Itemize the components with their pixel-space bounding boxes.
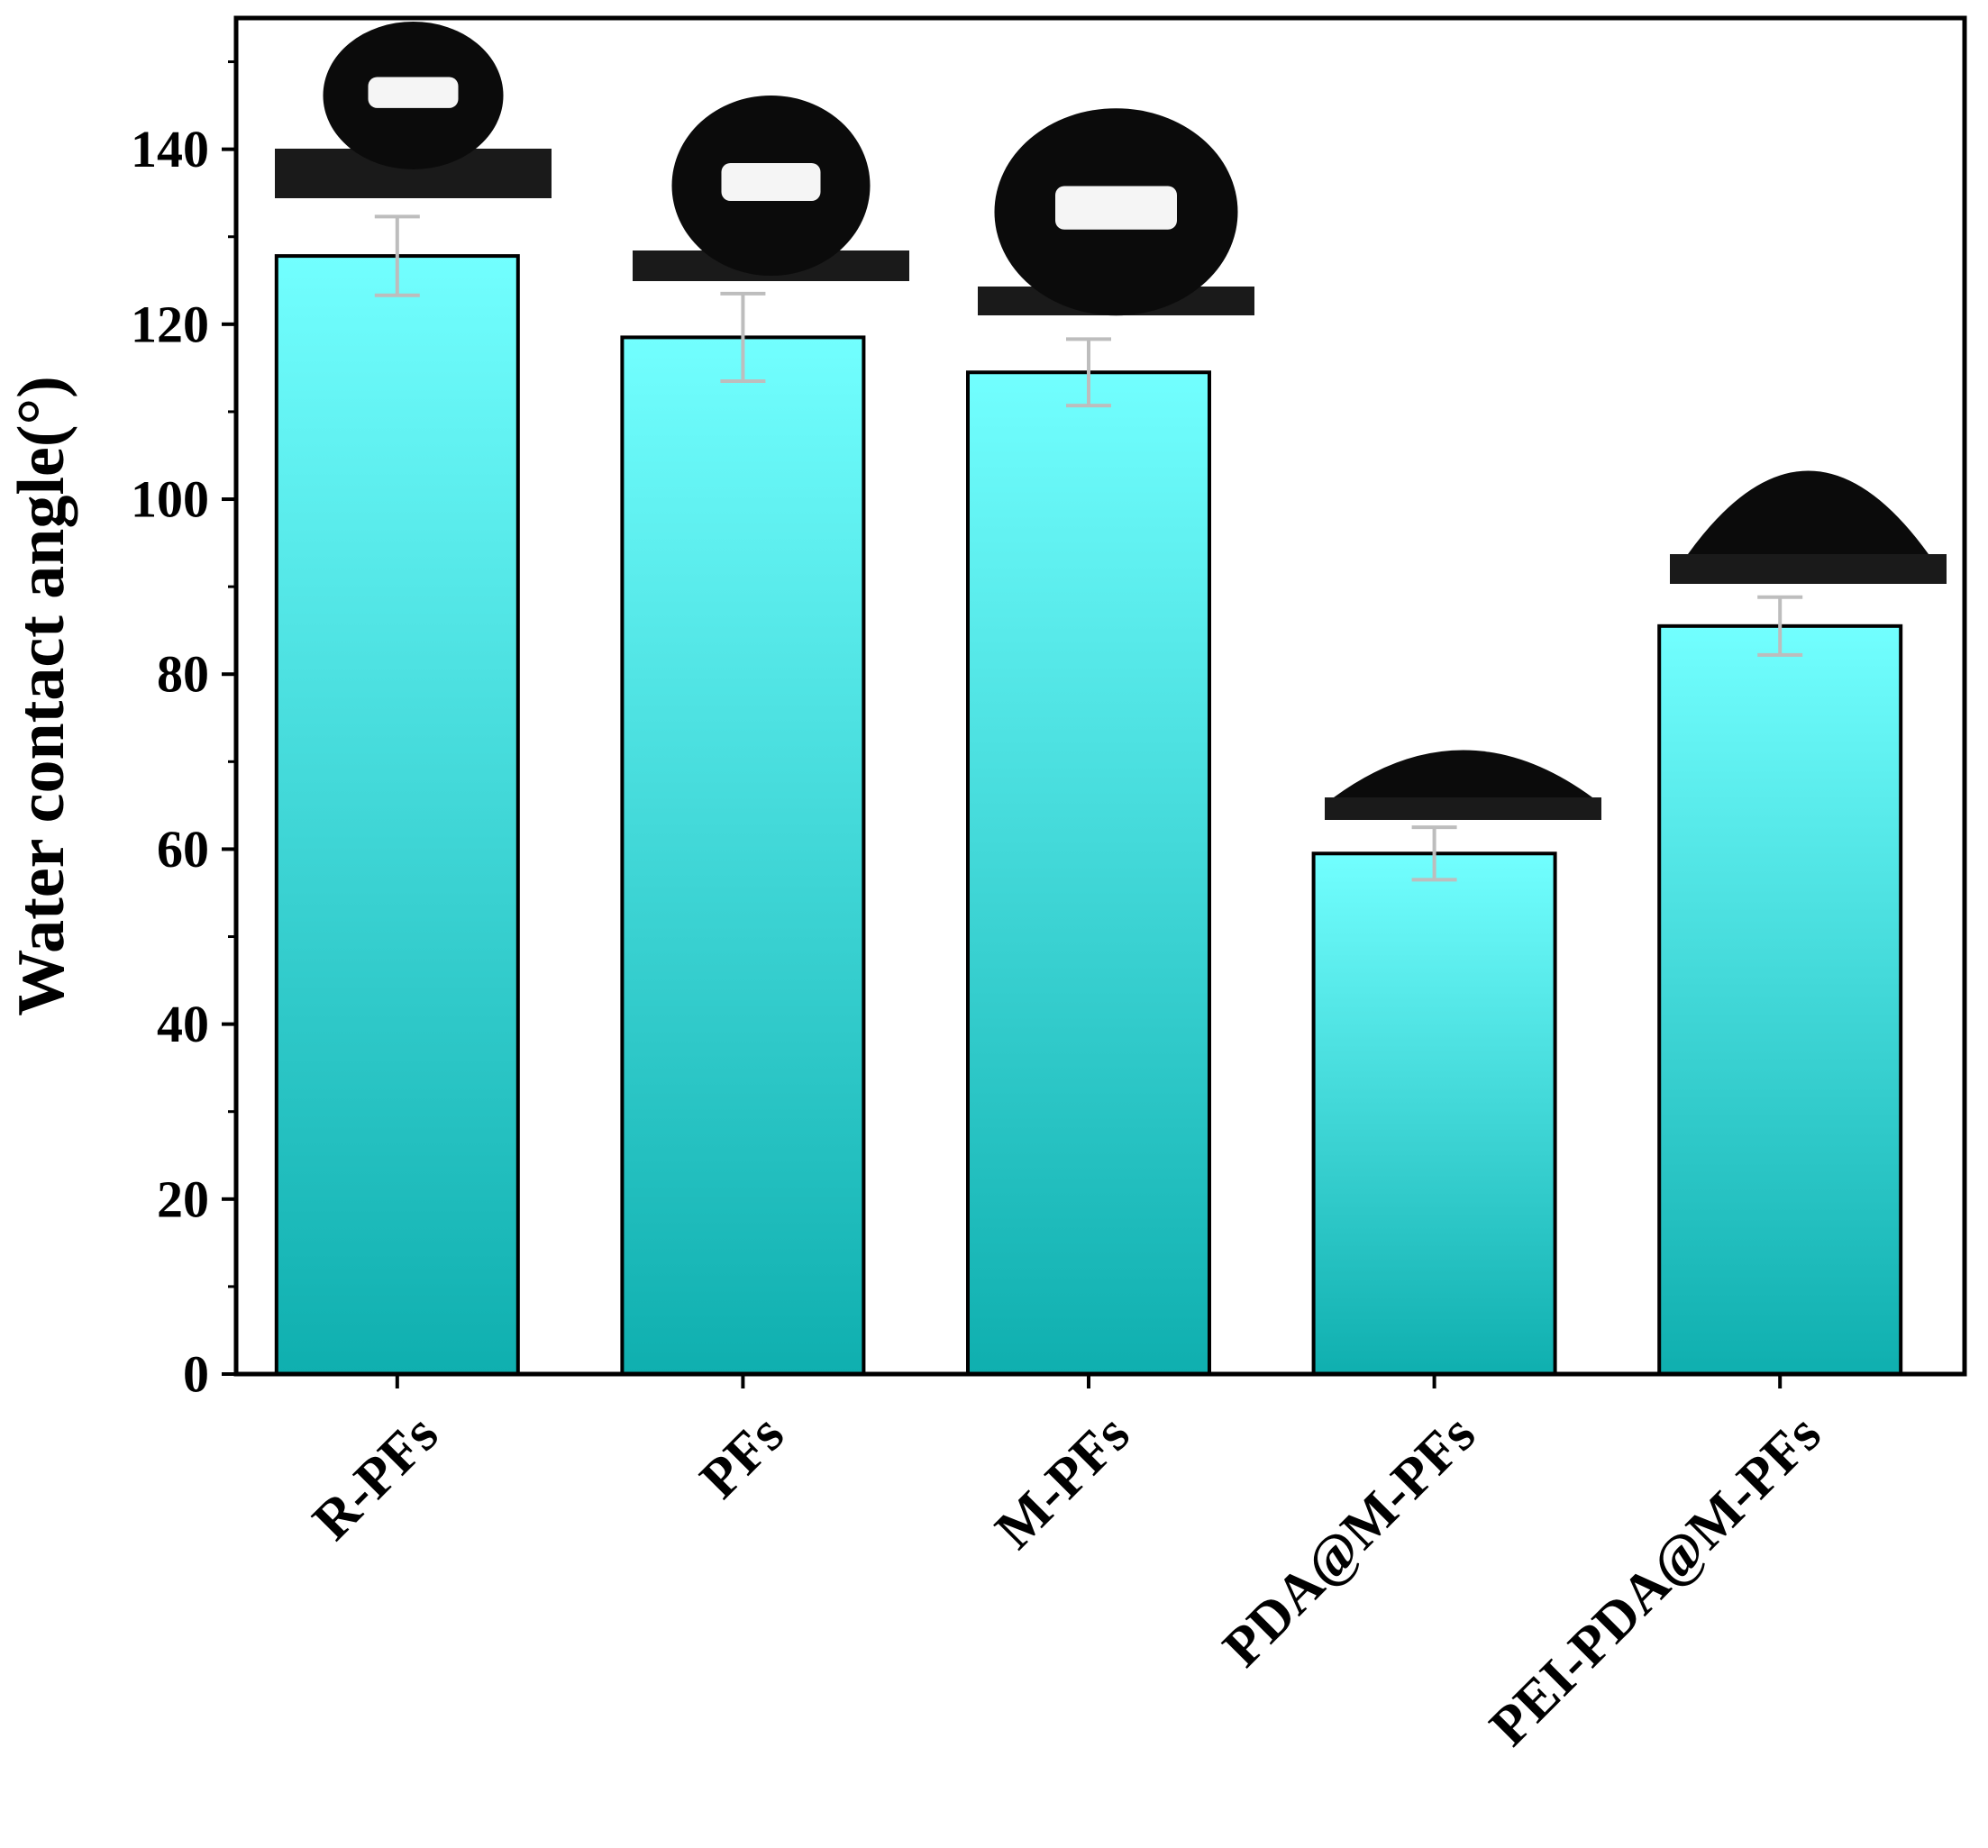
plot-frame: [233, 15, 1967, 1377]
bar-pda-m-pfs: [1311, 851, 1557, 1376]
x-tick-label: PFs: [689, 1403, 796, 1510]
droplet: [1334, 750, 1592, 797]
y-tick-label: 20: [157, 1170, 209, 1228]
y-tick-label: 100: [131, 470, 209, 529]
x-tick-label: PEI-PDA@M-PFs: [1478, 1403, 1832, 1757]
x-tick-label: M-PFs: [984, 1403, 1142, 1561]
y-tick-label: 140: [131, 120, 209, 178]
error-bar: [1411, 825, 1457, 882]
y-tick-label: 120: [131, 295, 209, 353]
droplet: [1688, 470, 1929, 554]
bar-pfs: [620, 335, 866, 1377]
droplet-highlight: [1055, 186, 1177, 230]
droplet-image: [1325, 750, 1601, 820]
error-bars-layer: [374, 214, 1803, 882]
y-axis-title: Water contact angle(°): [5, 376, 78, 1015]
y-tick-label: 80: [157, 645, 209, 704]
y-tick-label: 40: [157, 995, 209, 1053]
droplet-images-layer: [275, 21, 1947, 820]
y-tick-label: 0: [183, 1345, 209, 1404]
droplet-image: [978, 108, 1254, 316]
x-tick-label: R-PFs: [301, 1403, 450, 1552]
droplet-highlight: [368, 77, 459, 108]
x-tick-label: PDA@M-PFs: [1211, 1403, 1487, 1679]
bar-r-pfs: [274, 254, 520, 1376]
droplet-image: [1670, 470, 1947, 584]
error-bar: [1757, 595, 1803, 657]
droplet-highlight: [721, 163, 821, 201]
bars-layer: [274, 254, 1903, 1377]
y-axis: 0 20 40 60 80 100 120 140: [131, 60, 236, 1404]
droplet-image: [633, 96, 909, 281]
bar-m-pfs: [966, 370, 1211, 1376]
error-bar: [374, 214, 420, 297]
error-bar: [720, 291, 766, 383]
y-tick-label: 60: [157, 820, 209, 878]
droplet-substrate: [1325, 797, 1601, 820]
droplet-image: [275, 21, 552, 198]
error-bar: [1066, 337, 1111, 408]
droplet-substrate: [1670, 554, 1947, 584]
bar-pei-pda-m-pfs: [1657, 624, 1903, 1376]
